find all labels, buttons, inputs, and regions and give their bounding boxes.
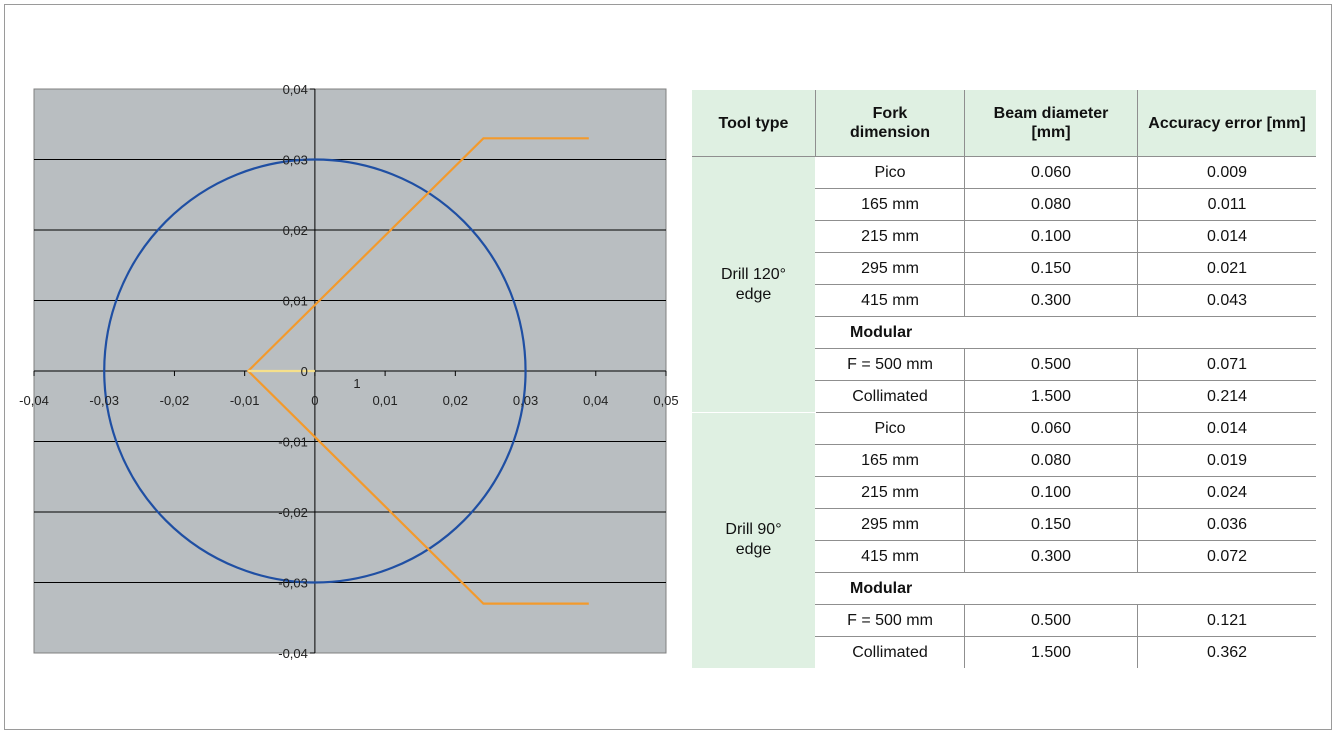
modular-label: Modular	[815, 572, 1316, 605]
modular-label: Modular	[815, 316, 1316, 349]
table-row: Drill 120° edge Pico 0.060 0.009	[692, 156, 1316, 413]
table-header-row: Tool type Fork dimension Beam diameter […	[692, 90, 1316, 157]
accuracy-error-cell: 0.121	[1137, 604, 1316, 637]
accuracy-error-cell: 0.071	[1137, 348, 1316, 381]
tick-labels: 0,04 0,03 0,02 0,01 0 -0,01 -0,02 -0,03 -0,04 -0,…	[19, 82, 678, 661]
series-layer	[103, 137, 589, 605]
beam-diameter-cell: 0.300	[964, 284, 1138, 317]
fork-dimension-cell: 215 mm	[815, 476, 965, 509]
fork-dimension-cell: F = 500 mm	[815, 348, 965, 381]
accuracy-error-cell: 0.014	[1137, 412, 1316, 445]
table-row: Modular	[692, 316, 1316, 349]
beam-diameter-cell: 0.500	[964, 604, 1138, 637]
accuracy-error-cell: 0.362	[1137, 636, 1316, 668]
y-tick-label: 0,01	[283, 294, 308, 309]
table-row: Collimated 1.500 0.214	[692, 380, 1316, 413]
y-tick-label: 0,04	[283, 82, 308, 97]
x-tick-label: 0,01	[372, 393, 397, 408]
y-tick-label: 0	[301, 364, 308, 379]
beam-diameter-cell: 0.150	[964, 508, 1138, 541]
x-tick-label: -0,01	[230, 393, 260, 408]
y-tick-label: 0,02	[283, 223, 308, 238]
header-accuracy-error: Accuracy error [mm]	[1137, 90, 1316, 157]
table-row: 415 mm 0.300 0.072	[692, 540, 1316, 573]
header-fork-dimension: Fork dimension	[815, 90, 965, 157]
accuracy-error-cell: 0.014	[1137, 220, 1316, 253]
table-row: 215 mm 0.100 0.024	[692, 476, 1316, 509]
table-row: F = 500 mm 0.500 0.071	[692, 348, 1316, 381]
beam-diameter-cell: 0.060	[964, 412, 1138, 445]
fork-dimension-cell: Pico	[815, 412, 965, 445]
x-tick-label: 0	[311, 393, 318, 408]
header-beam-diameter: Beam diameter [mm]	[964, 90, 1138, 157]
table-row: 415 mm 0.300 0.043	[692, 284, 1316, 317]
accuracy-error-cell: 0.011	[1137, 188, 1316, 221]
fork-dimension-cell: F = 500 mm	[815, 604, 965, 637]
x-tick-label: 0,02	[443, 393, 468, 408]
accuracy-error-cell: 0.043	[1137, 284, 1316, 317]
annotation-label: 1	[353, 376, 360, 391]
figure-frame	[4, 4, 1332, 730]
accuracy-error-cell: 0.036	[1137, 508, 1316, 541]
fork-dimension-cell: 165 mm	[815, 188, 965, 221]
table-row: 165 mm 0.080 0.019	[692, 444, 1316, 477]
y-tick-label: -0,04	[278, 646, 308, 661]
beam-diameter-cell: 1.500	[964, 380, 1138, 413]
y-tick-label: 0,03	[283, 153, 308, 168]
tool-type-cell: Drill 120° edge	[692, 156, 816, 413]
beam-diameter-cell: 0.300	[964, 540, 1138, 573]
x-tick-label: 0,04	[583, 393, 608, 408]
table-row: 295 mm 0.150 0.036	[692, 508, 1316, 541]
beam-diameter-cell: 0.060	[964, 156, 1138, 189]
fork-dimension-cell: 415 mm	[815, 284, 965, 317]
beam-diameter-cell: 0.100	[964, 476, 1138, 509]
x-tick-label: 0,05	[653, 393, 678, 408]
beam-diameter-cell: 1.500	[964, 636, 1138, 668]
accuracy-table: Tool type Fork dimension Beam diameter […	[692, 90, 1316, 669]
tool-type-cell: Drill 90° edge	[692, 412, 816, 669]
fork-dimension-cell: 165 mm	[815, 444, 965, 477]
x-tick-label: -0,04	[19, 393, 49, 408]
header-tool-type: Tool type	[692, 90, 816, 157]
accuracy-error-cell: 0.214	[1137, 380, 1316, 413]
table-row: 295 mm 0.150 0.021	[692, 252, 1316, 285]
fork-dimension-cell: 295 mm	[815, 508, 965, 541]
y-tick-label: -0,01	[278, 435, 308, 450]
table-body: Drill 120° edge Pico 0.060 0.009 165 mm 0.080 0…	[692, 156, 1316, 669]
accuracy-error-cell: 0.019	[1137, 444, 1316, 477]
table-row: 165 mm 0.080 0.011	[692, 188, 1316, 221]
x-tick-label: -0,03	[89, 393, 119, 408]
beam-geometry-chart: 0,04 0,03 0,02 0,01 0 -0,01 -0,02 -0,03 -0,04 -0,…	[19, 82, 678, 661]
table-row: F = 500 mm 0.500 0.121	[692, 604, 1316, 637]
grid-lines	[34, 159, 666, 583]
table-row: Modular	[692, 572, 1316, 605]
x-tick-label: 0,03	[513, 393, 538, 408]
annotations: 1	[353, 376, 360, 391]
beam-diameter-cell: 0.080	[964, 188, 1138, 221]
beam-diameter-cell: 0.150	[964, 252, 1138, 285]
fork-dimension-cell: Pico	[815, 156, 965, 189]
fork-dimension-cell: Collimated	[815, 636, 965, 668]
table-row: 215 mm 0.100 0.014	[692, 220, 1316, 253]
y-tick-label: -0,03	[278, 576, 308, 591]
accuracy-error-cell: 0.024	[1137, 476, 1316, 509]
fork-dimension-cell: 295 mm	[815, 252, 965, 285]
circle-series	[103, 158, 527, 584]
accuracy-error-cell: 0.021	[1137, 252, 1316, 285]
beam-diameter-cell: 0.100	[964, 220, 1138, 253]
fork-dimension-cell: 215 mm	[815, 220, 965, 253]
y-tick-label: -0,02	[278, 505, 308, 520]
x-tick-label: -0,02	[160, 393, 190, 408]
accuracy-error-cell: 0.072	[1137, 540, 1316, 573]
beam-diameter-cell: 0.500	[964, 348, 1138, 381]
fork-dimension-cell: 415 mm	[815, 540, 965, 573]
beam-diameter-cell: 0.080	[964, 444, 1138, 477]
table-row: Collimated 1.500 0.362	[692, 636, 1316, 668]
accuracy-error-cell: 0.009	[1137, 156, 1316, 189]
table-row: Drill 90° edge Pico 0.060 0.014	[692, 412, 1316, 669]
fork-dimension-cell: Collimated	[815, 380, 965, 413]
